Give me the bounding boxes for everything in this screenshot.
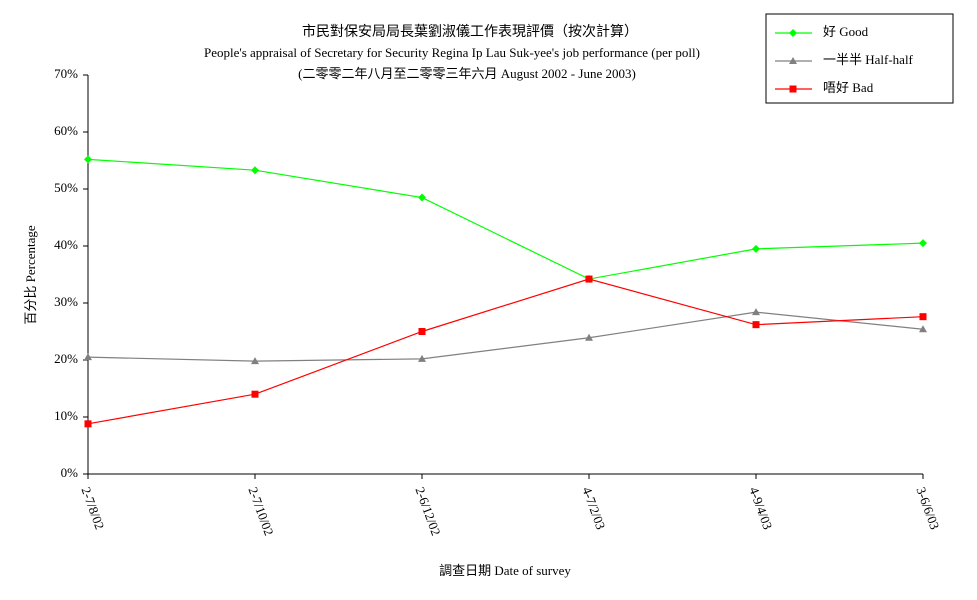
series-line [87, 278, 924, 425]
y-tick-label: 50% [54, 180, 78, 195]
data-point [752, 308, 760, 316]
data-point [752, 244, 760, 253]
data-point [585, 275, 593, 283]
data-point [585, 333, 593, 341]
chart-subtitle: People's appraisal of Secretary for Secu… [204, 45, 700, 60]
y-tick-label: 70% [54, 66, 78, 81]
legend-marker [789, 85, 797, 93]
series-line [87, 158, 924, 280]
data-point [84, 155, 92, 164]
legend-label: 一半半 Half-half [823, 52, 914, 67]
data-point [919, 313, 927, 321]
data-point [418, 354, 426, 362]
data-point [251, 390, 259, 398]
x-tick-label: 4-7/2/03 [579, 485, 608, 532]
x-tick-label: 4-9/4/03 [746, 485, 775, 532]
x-tick-label: 3-6/6/03 [913, 485, 942, 532]
y-tick-label: 0% [61, 465, 79, 480]
data-point [251, 166, 259, 175]
x-tick-label: 2-7/10/02 [245, 485, 276, 538]
data-point [919, 239, 927, 248]
data-point [752, 321, 760, 329]
data-point [418, 328, 426, 335]
legend-label: 好 Good [823, 24, 869, 39]
y-tick-label: 60% [54, 123, 78, 138]
data-point [84, 353, 92, 361]
legend-marker [789, 29, 797, 37]
y-tick-label: 10% [54, 408, 78, 423]
y-tick-label: 20% [54, 351, 78, 366]
y-axis-label: 百分比 Percentage [23, 225, 38, 325]
legend-box [765, 13, 954, 104]
x-tick-label: 2-6/12/02 [412, 485, 443, 538]
data-point [84, 420, 92, 428]
y-tick-label: 30% [54, 294, 78, 309]
series-line [87, 311, 924, 362]
x-axis-label: 調查日期 Date of survey [439, 563, 571, 578]
legend-marker [789, 57, 797, 64]
chart-subtitle: (二零零二年八月至二零零三年六月 August 2002 - June 2003… [298, 66, 636, 81]
legend-label: 唔好 Bad [823, 80, 874, 95]
data-point [251, 357, 259, 365]
data-point [919, 325, 927, 333]
y-tick-label: 40% [54, 237, 78, 252]
data-point [418, 193, 426, 202]
x-tick-label: 2-7/8/02 [78, 485, 107, 532]
chart-title: 市民對保安局局長葉劉淑儀工作表現評價（按次計算） [302, 23, 638, 40]
